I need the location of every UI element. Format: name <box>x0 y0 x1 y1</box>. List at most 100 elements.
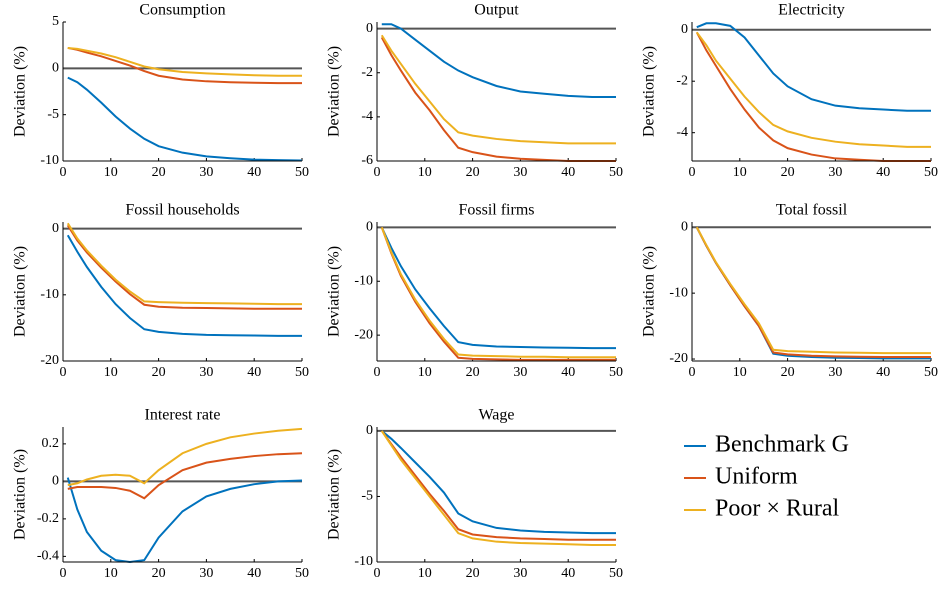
y-tick-label: -2 <box>361 65 373 80</box>
x-tick-label: 30 <box>513 165 527 180</box>
x-tick-label: 10 <box>104 365 118 380</box>
panel-title: Fossil firms <box>458 202 534 219</box>
x-tick-label: 50 <box>924 165 938 180</box>
y-tick-label: -20 <box>40 353 59 368</box>
y-tick-label: -5 <box>47 107 59 122</box>
x-tick-label: 20 <box>781 165 795 180</box>
x-tick-label: 50 <box>609 365 623 380</box>
panel-title: Output <box>474 2 519 19</box>
series-line <box>695 31 931 162</box>
y-tick-label: -10 <box>354 273 373 288</box>
y-tick-label: 0 <box>52 474 59 489</box>
x-tick-label: 30 <box>513 365 527 380</box>
series-line <box>67 46 302 85</box>
series-line <box>66 222 302 306</box>
y-tick-label: -6 <box>361 153 373 168</box>
legend-label: Benchmark G <box>715 432 849 458</box>
x-tick-label: 20 <box>466 566 480 581</box>
series-line <box>67 427 303 487</box>
y-tick-label: 0 <box>366 220 373 235</box>
x-tick-label: 0 <box>374 566 381 581</box>
x-tick-label: 0 <box>374 165 381 180</box>
series-line <box>381 23 616 99</box>
series-line <box>381 430 616 535</box>
y-tick-label: -20 <box>354 327 373 342</box>
panel-title: Wage <box>478 407 514 424</box>
y-tick-label: 0 <box>52 61 59 76</box>
y-tick-label: -10 <box>354 554 373 569</box>
x-tick-label: 10 <box>418 165 432 180</box>
x-tick-label: 40 <box>247 365 261 380</box>
y-tick-label: -20 <box>669 351 688 366</box>
x-tick-label: 0 <box>689 365 696 380</box>
y-tick-label: 0 <box>681 219 688 234</box>
legend-label: Uniform <box>715 464 798 490</box>
y-tick-label: -0.4 <box>37 549 59 564</box>
x-tick-label: 10 <box>733 365 747 380</box>
y-tick-label: -4 <box>676 125 688 140</box>
x-tick-label: 40 <box>561 365 575 380</box>
series-line <box>380 227 616 361</box>
series-line <box>66 234 302 337</box>
y-axis-label: Deviation (%) <box>12 246 29 337</box>
y-axis-label: Deviation (%) <box>326 246 343 337</box>
y-tick-label: -10 <box>40 287 59 302</box>
x-tick-label: 20 <box>781 365 795 380</box>
panel-title: Electricity <box>778 2 845 19</box>
x-tick-label: 10 <box>418 566 432 581</box>
y-tick-label: 0 <box>52 221 59 236</box>
x-tick-label: 40 <box>876 365 890 380</box>
series-line <box>380 430 616 541</box>
panel-title: Consumption <box>139 2 225 19</box>
x-tick-label: 50 <box>609 165 623 180</box>
panel-title: Interest rate <box>145 407 221 424</box>
series-line <box>380 226 616 350</box>
x-tick-label: 30 <box>828 165 842 180</box>
x-tick-label: 0 <box>374 365 381 380</box>
x-tick-label: 40 <box>247 165 261 180</box>
x-tick-label: 30 <box>828 365 842 380</box>
y-axis-label: Deviation (%) <box>12 46 29 137</box>
y-axis-label: Deviation (%) <box>326 46 343 137</box>
y-tick-label: -10 <box>669 285 688 300</box>
x-tick-label: 20 <box>466 165 480 180</box>
y-axis-label: Deviation (%) <box>641 46 658 137</box>
x-tick-label: 20 <box>152 365 166 380</box>
y-axis-label: Deviation (%) <box>641 246 658 337</box>
panel-title: Fossil households <box>125 202 239 219</box>
series-line <box>695 226 931 359</box>
series-line <box>380 227 616 359</box>
x-tick-label: 20 <box>466 365 480 380</box>
x-tick-label: 20 <box>152 566 166 581</box>
series-line <box>67 76 303 162</box>
y-tick-label: -4 <box>361 109 373 124</box>
x-tick-label: 40 <box>247 566 261 581</box>
x-tick-label: 30 <box>513 566 527 581</box>
x-tick-label: 50 <box>295 165 309 180</box>
y-tick-label: -5 <box>361 489 373 504</box>
x-tick-label: 10 <box>418 365 432 380</box>
series-line <box>380 430 616 546</box>
x-tick-label: 30 <box>199 566 213 581</box>
panel-title: Total fossil <box>776 202 848 219</box>
x-tick-label: 0 <box>689 165 696 180</box>
y-tick-label: -10 <box>40 153 59 168</box>
x-tick-label: 0 <box>60 165 67 180</box>
x-tick-label: 50 <box>295 365 309 380</box>
x-tick-label: 50 <box>924 365 938 380</box>
series-line <box>696 22 931 112</box>
x-tick-label: 40 <box>561 165 575 180</box>
y-tick-label: 5 <box>52 14 59 29</box>
x-tick-label: 40 <box>561 566 575 581</box>
series-line <box>695 31 931 148</box>
y-tick-label: 0 <box>681 22 688 37</box>
series-line <box>66 224 302 310</box>
series-line <box>67 452 303 500</box>
x-tick-label: 10 <box>733 165 747 180</box>
x-tick-label: 0 <box>60 365 67 380</box>
x-tick-label: 50 <box>295 566 309 581</box>
series-line <box>695 226 931 360</box>
x-tick-label: 10 <box>104 566 118 581</box>
x-tick-label: 30 <box>199 165 213 180</box>
